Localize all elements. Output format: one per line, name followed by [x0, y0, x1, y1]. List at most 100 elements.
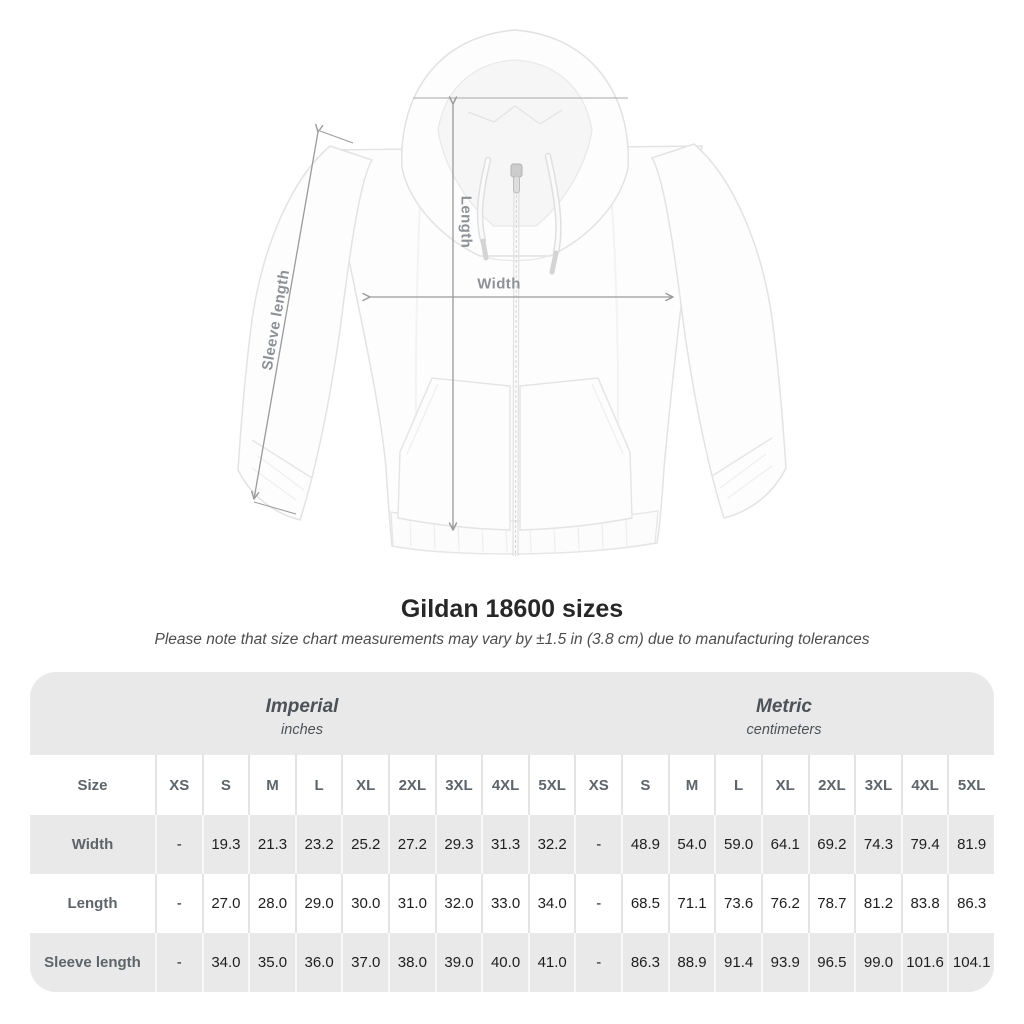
value-cell: 91.4	[714, 933, 761, 992]
value-cell: 29.3	[434, 815, 482, 874]
value-cell: 64.1	[760, 815, 808, 874]
hoodie-right-sleeve	[650, 143, 787, 519]
size-header-cell: 2XL	[807, 755, 855, 815]
size-header-cell: 4XL	[481, 755, 528, 815]
value-cell: -	[574, 933, 621, 992]
value-cell: 81.2	[854, 874, 901, 933]
value-cell: 38.0	[388, 933, 435, 992]
units-header-row: Imperial inches Metric centimeters	[30, 672, 994, 755]
value-cell: 39.0	[434, 933, 482, 992]
metric-section-header: Metric centimeters	[574, 672, 994, 755]
sleeve-top-tick	[319, 130, 354, 144]
size-header-cell: S	[621, 755, 668, 815]
value-cell: 69.2	[807, 815, 855, 874]
imperial-label: Imperial	[265, 695, 339, 717]
page-title: Gildan 18600 sizes	[400, 595, 624, 623]
value-cell: 35.0	[248, 933, 295, 992]
size-header-row: Size XS S M L XL 2XL 3XL 4XL 5XL XS S M …	[30, 755, 994, 815]
size-header-cell: M	[667, 755, 715, 815]
value-cell: 76.2	[760, 874, 808, 933]
value-cell: 71.1	[667, 874, 715, 933]
imperial-section-header: Imperial inches	[30, 672, 574, 755]
size-header-cell: 5XL	[527, 755, 575, 815]
value-cell: -	[155, 815, 202, 874]
value-cell: -	[155, 933, 202, 992]
hoodie-hood	[401, 29, 629, 262]
value-cell: 54.0	[667, 815, 715, 874]
value-cell: 25.2	[341, 815, 388, 874]
value-cell: 27.0	[201, 874, 249, 933]
value-cell: 33.0	[481, 874, 528, 933]
value-cell: 29.0	[294, 874, 342, 933]
value-cell: -	[574, 815, 621, 874]
row-label: Length	[67, 895, 118, 912]
width-measure-label: Width	[477, 275, 521, 293]
size-header-cell: L	[714, 755, 761, 815]
value-cell: 79.4	[900, 815, 948, 874]
value-cell: 96.5	[807, 933, 855, 992]
value-cell: 73.6	[714, 874, 761, 933]
value-cell: 19.3	[201, 815, 249, 874]
value-cell: 40.0	[481, 933, 528, 992]
value-cell: -	[574, 874, 621, 933]
value-cell: 34.0	[201, 933, 249, 992]
value-cell: 88.9	[667, 933, 715, 992]
metric-label: Metric	[756, 695, 812, 717]
size-header-cell: XS	[574, 755, 621, 815]
size-header-cell: M	[248, 755, 295, 815]
value-cell: 37.0	[341, 933, 388, 992]
inches-label: inches	[281, 721, 323, 738]
centimeters-label: centimeters	[746, 721, 822, 738]
value-cell: 101.6	[900, 933, 948, 992]
table-row-sleeve-length: Sleeve length - 34.0 35.0 36.0 37.0 38.0…	[30, 933, 994, 992]
value-cell: 36.0	[294, 933, 342, 992]
value-cell: 41.0	[527, 933, 575, 992]
row-label: Width	[71, 836, 114, 853]
value-cell: 21.3	[248, 815, 295, 874]
value-cell: 23.2	[294, 815, 342, 874]
size-header-cell: XL	[341, 755, 388, 815]
size-header-cell: 2XL	[388, 755, 435, 815]
size-header-cell: XS	[155, 755, 202, 815]
value-cell: 78.7	[807, 874, 855, 933]
value-cell: 104.1	[947, 933, 994, 992]
size-header-cell: XL	[760, 755, 808, 815]
value-cell: 59.0	[714, 815, 761, 874]
sleeve-bottom-tick	[253, 501, 297, 515]
value-cell: 30.0	[341, 874, 388, 933]
sleeve-length-arrow	[251, 123, 324, 500]
size-header-cell: 5XL	[947, 755, 994, 815]
value-cell: 81.9	[947, 815, 994, 874]
value-cell: 99.0	[854, 933, 901, 992]
value-cell: 31.0	[388, 874, 435, 933]
row-label: Sleeve length	[44, 954, 141, 971]
value-cell: 86.3	[947, 874, 994, 933]
hoodie-left-sleeve	[237, 145, 374, 521]
title-block: Gildan 18600 sizes Please note that size…	[0, 595, 1024, 649]
size-column-header: Size	[77, 776, 108, 794]
value-cell: 27.2	[388, 815, 435, 874]
size-header-cell: L	[294, 755, 342, 815]
value-cell: 86.3	[621, 933, 668, 992]
value-cell: 32.0	[434, 874, 482, 933]
size-header-cell: S	[201, 755, 249, 815]
size-chart-table: Imperial inches Metric centimeters Size …	[30, 672, 994, 992]
size-header-cell: 3XL	[434, 755, 482, 815]
table-row-width: Width - 19.3 21.3 23.2 25.2 27.2 29.3 31…	[30, 815, 994, 874]
size-header-cell: 4XL	[900, 755, 948, 815]
hoodie-measurement-figure: Length Width Sleeve length	[237, 29, 787, 557]
value-cell: -	[155, 874, 202, 933]
table-row-length: Length - 27.0 28.0 29.0 30.0 31.0 32.0 3…	[30, 874, 994, 933]
size-header-cell: 3XL	[854, 755, 901, 815]
value-cell: 48.9	[621, 815, 668, 874]
hoodie-illustration	[237, 29, 787, 557]
drawstrings	[476, 152, 562, 275]
value-cell: 34.0	[527, 874, 575, 933]
value-cell: 68.5	[621, 874, 668, 933]
value-cell: 31.3	[481, 815, 528, 874]
value-cell: 93.9	[760, 933, 808, 992]
zipper	[510, 163, 523, 557]
tolerance-note: Please note that size chart measurements…	[154, 631, 870, 648]
value-cell: 83.8	[900, 874, 948, 933]
length-measure-label: Length	[457, 195, 475, 249]
